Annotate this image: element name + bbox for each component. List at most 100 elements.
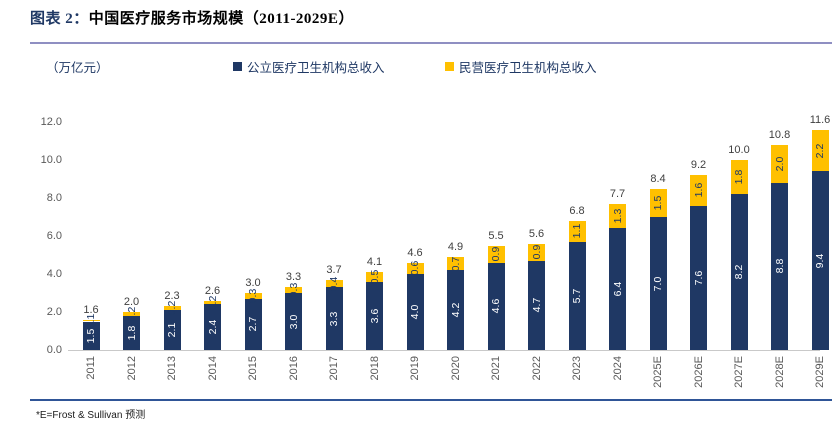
bar-total-label: 2.3 bbox=[164, 290, 180, 303]
bar-segment-private bbox=[123, 312, 140, 316]
bar-segment-private bbox=[285, 287, 302, 293]
bottom-divider-line bbox=[30, 399, 832, 401]
x-axis-tick-label: 2028E bbox=[773, 356, 786, 388]
legend-item-private: 民营医疗卫生机构总收入 bbox=[445, 57, 597, 76]
bar-segment-private bbox=[447, 256, 464, 271]
page-title: 中国医疗服务市场规模（2011-2029E） bbox=[88, 11, 354, 27]
x-axis-tick-label: 2017 bbox=[328, 356, 340, 381]
bar-segment-public bbox=[123, 315, 140, 350]
figure-title: 图表 2：中国医疗服务市场规模（2011-2029E） bbox=[30, 7, 354, 28]
bar-segment-public bbox=[649, 217, 667, 350]
bar-total-label: 2.0 bbox=[123, 296, 140, 308]
bar-total-label: 9.2 bbox=[690, 159, 707, 172]
bar-segment-public bbox=[406, 274, 424, 350]
bar-value-label-public: 8.2 bbox=[733, 264, 745, 280]
bar-total-label: 7.7 bbox=[609, 187, 626, 200]
x-axis-tick-label: 2012 bbox=[125, 356, 138, 381]
legend-swatch-private bbox=[445, 62, 454, 71]
x-axis-tick-label: 2019 bbox=[409, 356, 421, 381]
bar-total-label: 3.7 bbox=[326, 263, 342, 276]
bar-value-label-public: 7.6 bbox=[692, 270, 705, 286]
bar-segment-public bbox=[528, 260, 545, 350]
bar-total-label: 3.3 bbox=[285, 271, 302, 284]
bar-segment-private bbox=[609, 203, 626, 229]
bar-segment-private bbox=[406, 262, 424, 274]
x-axis-tick-label: 2018 bbox=[368, 356, 381, 381]
x-axis-tick-label: 2029E bbox=[814, 356, 826, 388]
bar-total-label: 6.8 bbox=[569, 204, 585, 217]
x-axis-tick-label: 2014 bbox=[206, 356, 219, 381]
bar-value-label-public: 8.8 bbox=[773, 259, 786, 274]
x-axis-tick-label: 2011 bbox=[85, 356, 97, 380]
bar-segment-public bbox=[690, 205, 707, 350]
x-axis-tick-label: 2025E bbox=[652, 356, 664, 388]
x-axis-tick-label: 2024 bbox=[611, 356, 624, 381]
bar-total-label: 8.4 bbox=[650, 172, 666, 185]
bar-value-label-public: 9.4 bbox=[814, 253, 826, 268]
x-axis-tick-label: 2021 bbox=[490, 356, 502, 381]
bar-segment-public bbox=[568, 241, 586, 350]
bar-segment-public bbox=[163, 310, 181, 350]
bar-value-label-public: 4.6 bbox=[490, 299, 502, 314]
y-axis-tick-label: 0.0 bbox=[46, 344, 62, 356]
bar-segment-private bbox=[771, 144, 788, 183]
bar-total-label: 10.0 bbox=[728, 144, 750, 156]
bar-segment-public bbox=[366, 281, 383, 350]
bar-total-label: 4.1 bbox=[366, 256, 383, 269]
x-axis-tick-label: 2026E bbox=[692, 356, 705, 388]
top-divider-line bbox=[30, 42, 832, 44]
bar-segment-private bbox=[82, 319, 100, 322]
bar-segment-private bbox=[568, 220, 586, 242]
x-axis-tick-label: 2020 bbox=[449, 356, 462, 381]
bar-segment-public bbox=[609, 228, 626, 350]
bar-value-label-public: 4.2 bbox=[449, 302, 462, 318]
bar-segment-public bbox=[487, 262, 505, 350]
bar-total-label: 1.6 bbox=[83, 303, 99, 316]
y-axis-tick-label: 2.0 bbox=[46, 306, 62, 318]
bar-value-label-public: 4.0 bbox=[409, 304, 421, 320]
bar-segment-public bbox=[325, 287, 343, 350]
bar-segment-public bbox=[244, 298, 262, 350]
bar-total-label: 2.6 bbox=[204, 284, 221, 297]
bar-segment-private bbox=[730, 160, 748, 195]
x-axis-tick-label: 2015 bbox=[247, 356, 259, 381]
bar-segment-public bbox=[811, 171, 829, 350]
y-axis-unit-label: （万亿元） bbox=[46, 61, 109, 75]
bar-segment-private bbox=[163, 306, 181, 311]
x-axis-tick-label: 2023 bbox=[571, 356, 583, 381]
bar-segment-public bbox=[285, 293, 302, 350]
x-axis-tick-label: 2027E bbox=[733, 356, 745, 388]
bar-segment-private bbox=[487, 245, 505, 263]
bar-segment-private bbox=[325, 279, 343, 288]
legend-label-public: 公立医疗卫生机构总收入 bbox=[247, 61, 385, 75]
footnote: *E=Frost & Sullivan 预测 bbox=[36, 410, 146, 421]
bar-total-label: 5.6 bbox=[528, 227, 545, 240]
bar-segment-private bbox=[366, 272, 383, 282]
x-axis-tick-label: 2016 bbox=[287, 356, 300, 381]
bar-segment-private bbox=[244, 293, 262, 299]
bar-segment-public bbox=[771, 182, 788, 350]
bar-segment-public bbox=[82, 321, 100, 350]
figure-number-label: 图表 2： bbox=[30, 11, 89, 27]
bar-value-label-private: 1.6 bbox=[692, 183, 705, 198]
bar-value-label-public: 6.4 bbox=[611, 281, 624, 297]
bar-total-label: 3.0 bbox=[245, 277, 261, 289]
bar-value-label-private: 2.2 bbox=[814, 143, 826, 158]
bar-segment-public bbox=[730, 194, 748, 350]
x-axis-tick-label: 2022 bbox=[530, 356, 543, 381]
y-axis-tick-label: 6.0 bbox=[46, 230, 62, 242]
bar-total-label: 4.9 bbox=[447, 240, 464, 253]
bar-value-label-public: 7.0 bbox=[652, 276, 664, 291]
legend-label-private: 民营医疗卫生机构总收入 bbox=[459, 61, 597, 75]
legend-item-public: 公立医疗卫生机构总收入 bbox=[233, 57, 385, 76]
bar-value-label-private: 2.0 bbox=[773, 156, 786, 172]
y-axis-tick-label: 12.0 bbox=[40, 116, 62, 128]
y-axis-tick-label: 4.0 bbox=[46, 268, 62, 280]
bar-segment-private bbox=[811, 129, 829, 172]
bar-segment-private bbox=[649, 188, 667, 217]
bar-segment-private bbox=[204, 300, 221, 305]
bar-value-label-private: 1.8 bbox=[733, 169, 745, 185]
bar-segment-public bbox=[204, 304, 221, 350]
